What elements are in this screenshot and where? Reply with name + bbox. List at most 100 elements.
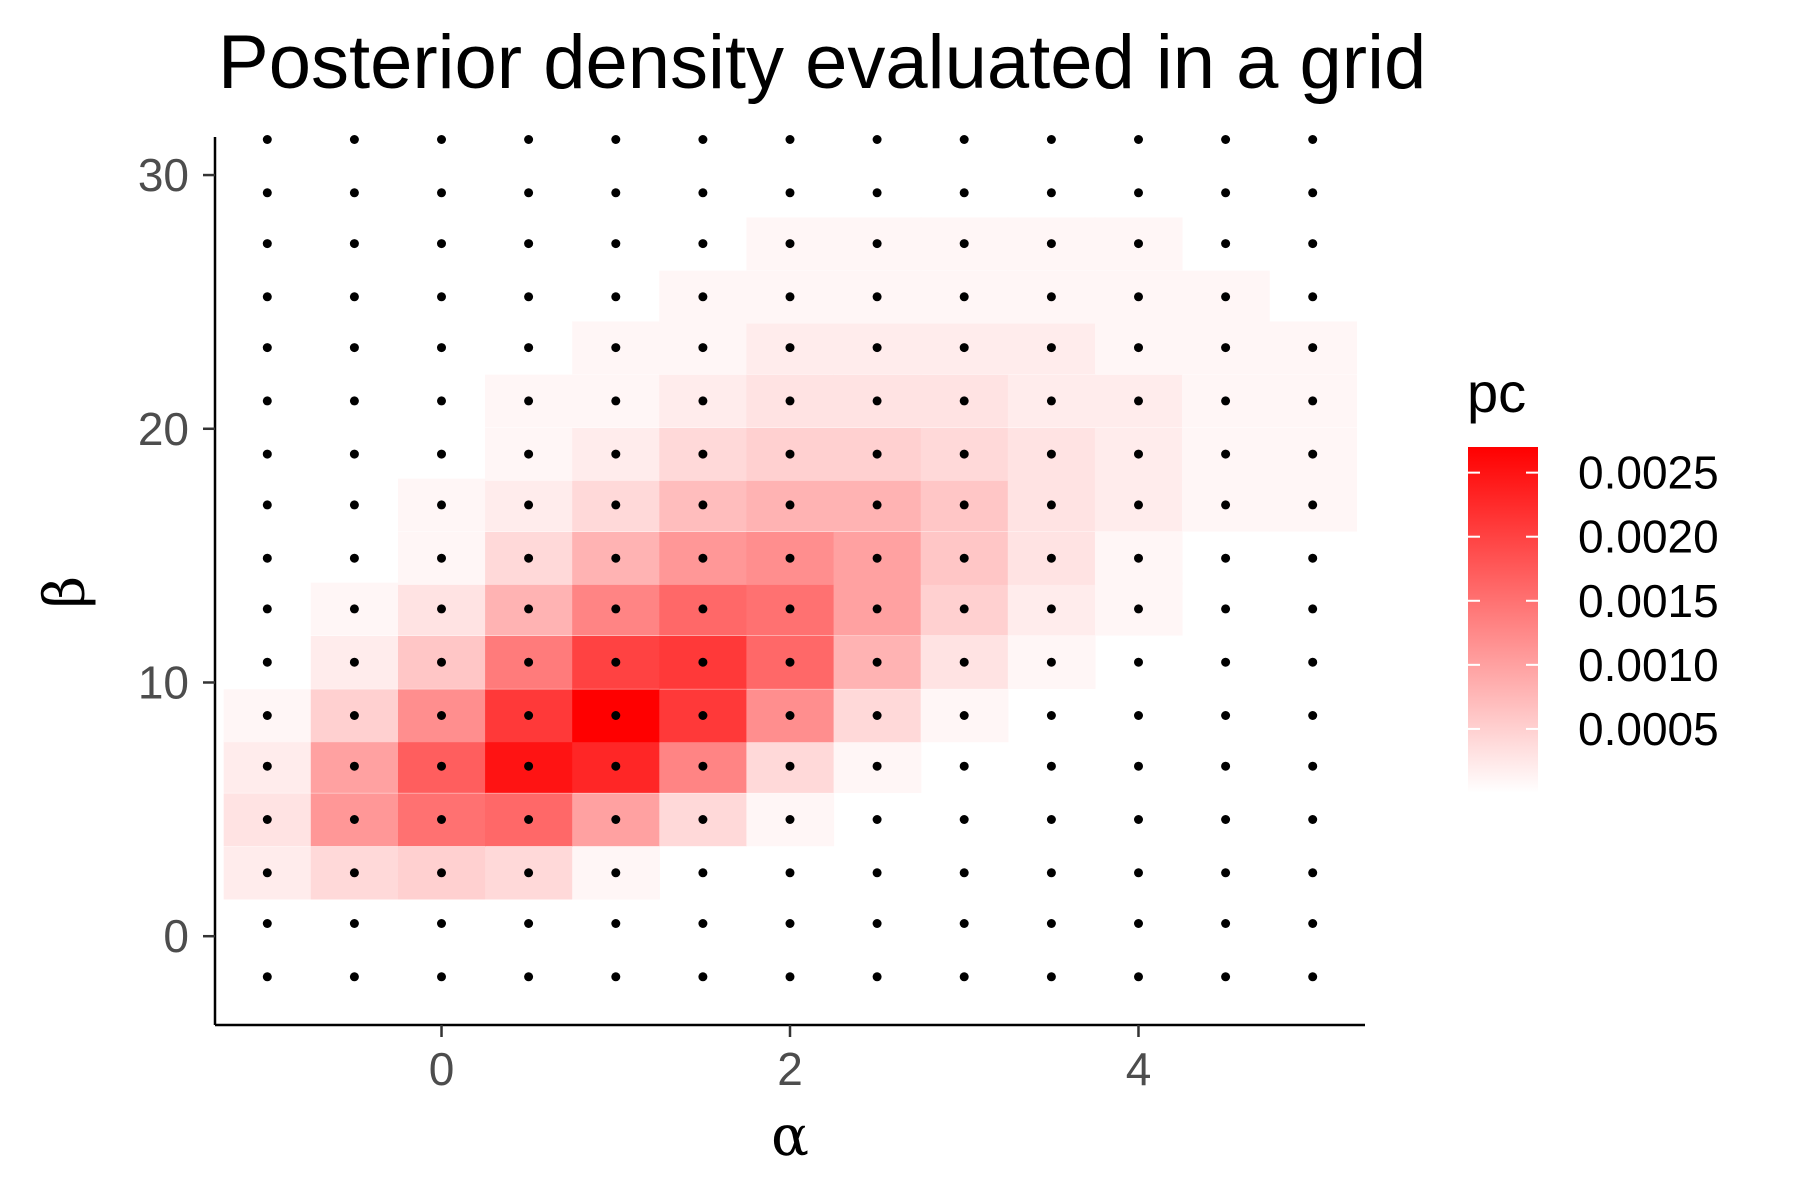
grid-point xyxy=(349,553,359,563)
grid-point xyxy=(524,188,534,198)
grid-point xyxy=(437,449,446,459)
grid-point xyxy=(698,500,708,510)
grid-point xyxy=(1221,449,1231,459)
grid-point xyxy=(611,711,621,720)
grid-point xyxy=(611,919,621,928)
grid-point xyxy=(698,919,708,928)
grid-point xyxy=(872,919,882,928)
grid-point xyxy=(785,292,795,302)
grid-point xyxy=(1308,868,1318,878)
grid-point xyxy=(785,868,795,878)
grid-point xyxy=(437,815,446,824)
grid-point xyxy=(349,343,359,353)
grid-point xyxy=(872,292,882,302)
grid-point xyxy=(1046,500,1056,510)
grid-point xyxy=(872,188,882,198)
grid-point xyxy=(437,396,446,406)
grid-point xyxy=(698,292,708,302)
grid-point xyxy=(262,500,272,510)
grid-point xyxy=(959,972,969,982)
grid-point xyxy=(1134,239,1143,249)
grid-point xyxy=(698,449,708,459)
grid-point xyxy=(1134,553,1143,563)
legend-colorbar xyxy=(1468,447,1538,793)
grid-point xyxy=(262,761,272,771)
grid-point xyxy=(872,500,882,510)
grid-point xyxy=(524,604,534,614)
grid-point xyxy=(437,239,446,249)
grid-point xyxy=(1134,604,1143,614)
grid-point xyxy=(1221,500,1231,510)
grid-point xyxy=(1221,292,1231,302)
grid-point xyxy=(1308,657,1318,667)
grid-point xyxy=(437,343,446,353)
grid-point xyxy=(1221,972,1231,982)
grid-point xyxy=(1221,188,1231,198)
grid-point xyxy=(437,657,446,667)
grid-point xyxy=(1221,815,1231,824)
grid-point xyxy=(698,868,708,878)
grid-point xyxy=(785,604,795,614)
grid-point xyxy=(349,135,359,144)
grid-point xyxy=(611,292,621,302)
grid-point xyxy=(872,815,882,824)
grid-point xyxy=(1134,292,1143,302)
x-axis-label: α xyxy=(771,1104,809,1169)
grid-point xyxy=(785,972,795,982)
grid-point xyxy=(785,239,795,249)
grid-point xyxy=(1221,919,1231,928)
grid-point xyxy=(1221,135,1231,144)
grid-point xyxy=(1134,711,1143,720)
grid-point xyxy=(262,919,272,928)
grid-point xyxy=(1221,343,1231,353)
grid-point xyxy=(959,604,969,614)
grid-point xyxy=(349,815,359,824)
grid-point xyxy=(872,868,882,878)
grid-point xyxy=(785,188,795,198)
grid-point xyxy=(1046,919,1056,928)
grid-point xyxy=(698,711,708,720)
legend-label: 0.0020 xyxy=(1578,511,1719,563)
grid-point xyxy=(1308,553,1318,563)
grid-point xyxy=(1134,135,1143,144)
grid-point xyxy=(611,188,621,198)
grid-point xyxy=(1046,188,1056,198)
grid-point xyxy=(611,868,621,878)
grid-point xyxy=(437,553,446,563)
grid-point xyxy=(524,135,534,144)
grid-point xyxy=(872,972,882,982)
legend-label: 0.0015 xyxy=(1578,575,1719,627)
grid-point xyxy=(524,657,534,667)
grid-point xyxy=(1134,188,1143,198)
grid-point xyxy=(785,815,795,824)
grid-point xyxy=(524,919,534,928)
grid-point xyxy=(437,292,446,302)
y-axis-label: β xyxy=(33,576,98,608)
x-tick-label: 2 xyxy=(777,1043,803,1095)
grid-point xyxy=(1221,868,1231,878)
grid-point xyxy=(1221,657,1231,667)
grid-point xyxy=(1046,868,1056,878)
grid-point xyxy=(1134,657,1143,667)
grid-point xyxy=(437,711,446,720)
grid-point xyxy=(1134,449,1143,459)
y-axis-ticks: 0 10 20 30 xyxy=(138,149,215,962)
grid-point xyxy=(959,449,969,459)
grid-point xyxy=(611,815,621,824)
grid-point xyxy=(1046,553,1056,563)
grid-point xyxy=(262,239,272,249)
grid-point xyxy=(1046,711,1056,720)
grid-point xyxy=(349,972,359,982)
grid-point xyxy=(1046,972,1056,982)
grid-point xyxy=(785,500,795,510)
grid-point xyxy=(262,815,272,824)
grid-point xyxy=(262,188,272,198)
grid-point xyxy=(1308,188,1318,198)
grid-point xyxy=(437,135,446,144)
grid-point xyxy=(1308,343,1318,353)
grid-point xyxy=(1308,919,1318,928)
grid-point xyxy=(1308,396,1318,406)
grid-point xyxy=(872,396,882,406)
x-axis-ticks: 0 2 4 xyxy=(429,1025,1151,1095)
grid-point xyxy=(262,396,272,406)
